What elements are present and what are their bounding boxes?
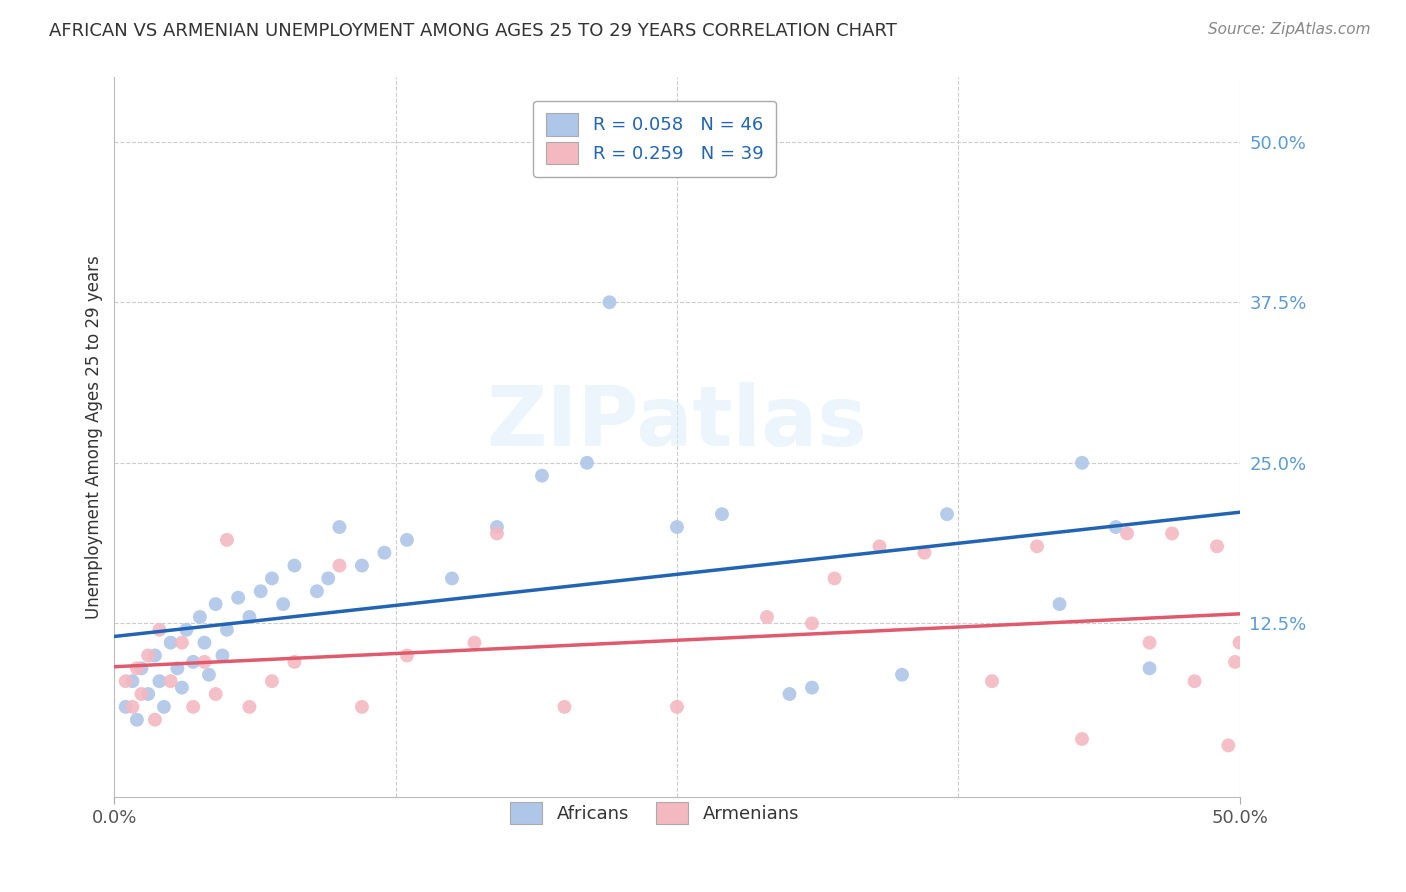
Point bbox=[211, 648, 233, 663]
Point bbox=[121, 699, 143, 714]
Point bbox=[159, 635, 181, 649]
Point bbox=[316, 571, 339, 585]
Point bbox=[328, 520, 350, 534]
Point bbox=[166, 661, 188, 675]
Point bbox=[936, 507, 959, 521]
Point bbox=[204, 597, 226, 611]
Point bbox=[1206, 539, 1229, 553]
Y-axis label: Unemployment Among Ages 25 to 29 years: Unemployment Among Ages 25 to 29 years bbox=[86, 255, 103, 619]
Point bbox=[260, 571, 283, 585]
Point bbox=[1071, 731, 1094, 746]
Point bbox=[328, 558, 350, 573]
Point bbox=[125, 713, 148, 727]
Point bbox=[193, 655, 215, 669]
Point bbox=[801, 681, 824, 695]
Point bbox=[215, 533, 238, 547]
Point bbox=[1139, 635, 1161, 649]
Point bbox=[711, 507, 734, 521]
Point bbox=[215, 623, 238, 637]
Point bbox=[440, 571, 463, 585]
Point bbox=[143, 713, 166, 727]
Point bbox=[176, 623, 198, 637]
Point bbox=[373, 546, 395, 560]
Text: ZIPatlas: ZIPatlas bbox=[486, 383, 868, 463]
Point bbox=[575, 456, 598, 470]
Point bbox=[170, 681, 193, 695]
Text: AFRICAN VS ARMENIAN UNEMPLOYMENT AMONG AGES 25 TO 29 YEARS CORRELATION CHART: AFRICAN VS ARMENIAN UNEMPLOYMENT AMONG A… bbox=[49, 22, 897, 40]
Point bbox=[271, 597, 294, 611]
Point bbox=[170, 635, 193, 649]
Point bbox=[121, 674, 143, 689]
Point bbox=[463, 635, 485, 649]
Point bbox=[181, 699, 204, 714]
Point bbox=[125, 661, 148, 675]
Point bbox=[485, 526, 508, 541]
Point bbox=[869, 539, 891, 553]
Point bbox=[136, 687, 159, 701]
Point bbox=[305, 584, 328, 599]
Point bbox=[114, 674, 136, 689]
Point bbox=[283, 558, 305, 573]
Point bbox=[665, 699, 688, 714]
Point bbox=[1229, 635, 1251, 649]
Point bbox=[395, 648, 418, 663]
Point bbox=[198, 667, 221, 681]
Point bbox=[153, 699, 176, 714]
Point bbox=[350, 699, 373, 714]
Point bbox=[1105, 520, 1128, 534]
Point bbox=[204, 687, 226, 701]
Point bbox=[981, 674, 1004, 689]
Point bbox=[114, 699, 136, 714]
Point bbox=[226, 591, 249, 605]
Point bbox=[193, 635, 215, 649]
Point bbox=[260, 674, 283, 689]
Point bbox=[891, 667, 914, 681]
Point bbox=[148, 623, 170, 637]
Point bbox=[530, 468, 553, 483]
Point bbox=[350, 558, 373, 573]
Point bbox=[188, 610, 211, 624]
Point bbox=[1161, 526, 1184, 541]
Point bbox=[159, 674, 181, 689]
Point bbox=[1139, 661, 1161, 675]
Point bbox=[1116, 526, 1139, 541]
Point bbox=[553, 699, 575, 714]
Legend: Africans, Armenians: Africans, Armenians bbox=[499, 791, 810, 835]
Point bbox=[238, 699, 260, 714]
Point bbox=[131, 661, 153, 675]
Point bbox=[779, 687, 801, 701]
Point bbox=[1184, 674, 1206, 689]
Point bbox=[598, 295, 620, 310]
Point bbox=[1026, 539, 1049, 553]
Point bbox=[485, 520, 508, 534]
Point bbox=[249, 584, 271, 599]
Point bbox=[143, 648, 166, 663]
Point bbox=[824, 571, 846, 585]
Point bbox=[1071, 456, 1094, 470]
Text: Source: ZipAtlas.com: Source: ZipAtlas.com bbox=[1208, 22, 1371, 37]
Point bbox=[283, 655, 305, 669]
Point bbox=[238, 610, 260, 624]
Point bbox=[914, 546, 936, 560]
Point bbox=[1218, 739, 1240, 753]
Point bbox=[1049, 597, 1071, 611]
Point bbox=[181, 655, 204, 669]
Point bbox=[395, 533, 418, 547]
Point bbox=[148, 674, 170, 689]
Point bbox=[756, 610, 779, 624]
Point bbox=[131, 687, 153, 701]
Point bbox=[665, 520, 688, 534]
Point bbox=[136, 648, 159, 663]
Point bbox=[801, 616, 824, 631]
Point bbox=[1223, 655, 1246, 669]
